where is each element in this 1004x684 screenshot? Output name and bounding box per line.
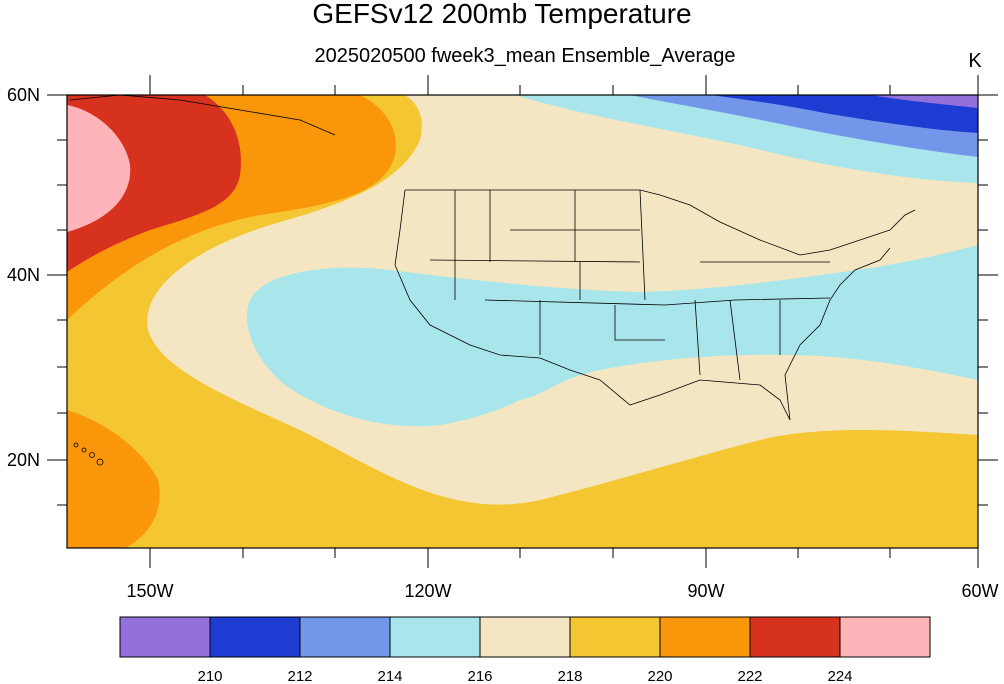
hawaii-islands: [73, 442, 104, 466]
lat-ticks: [47, 94, 998, 506]
colorbar-label: 210: [197, 668, 222, 684]
map-subtitle: 2025020500 fweek3_mean Ensemble_Average: [314, 45, 735, 67]
colorbar-swatch: [659, 616, 751, 658]
contour-226: [67, 105, 131, 232]
colorbar-swatch: [299, 616, 391, 658]
lon-label-150w: 150W: [126, 581, 173, 601]
colorbar-label: 214: [377, 668, 402, 684]
colorbar-label: 212: [287, 668, 312, 684]
lat-label-60n: 60N: [7, 85, 40, 105]
lat-label-40n: 40N: [7, 265, 40, 285]
contour-216-central: [246, 245, 978, 427]
lon-label-60w: 60W: [961, 581, 998, 601]
lat-labels: 60N 40N 20N: [7, 85, 40, 470]
colorbar-label: 216: [467, 668, 492, 684]
map-frame: [66, 94, 979, 549]
colorbar-swatch: [569, 616, 661, 658]
colorbar-swatch: [749, 616, 841, 658]
contour-212: [710, 95, 978, 133]
colorbar-swatch: [389, 616, 481, 658]
lat-label-20n: 20N: [7, 450, 40, 470]
lon-label-90w: 90W: [687, 581, 724, 601]
lon-label-120w: 120W: [404, 581, 451, 601]
temperature-field: [67, 95, 978, 548]
map-title: GEFSv12 200mb Temperature: [312, 0, 691, 29]
colorbar-label: 220: [647, 668, 672, 684]
colorbar-label: 224: [827, 668, 852, 684]
colorbar-swatch: [479, 616, 571, 658]
contour-210: [870, 95, 978, 108]
colorbar-label: 218: [557, 668, 582, 684]
lon-ticks: [149, 75, 979, 568]
contour-222-southwest: [67, 410, 160, 548]
colorbar-swatch: [119, 616, 211, 658]
lon-labels: 150W 120W 90W 60W: [126, 581, 998, 601]
colorbar-label: 222: [737, 668, 762, 684]
units-label: K: [968, 50, 982, 72]
state-boundaries: [69, 95, 916, 421]
colorbar-swatch: [839, 616, 931, 658]
colorbar: 210 212 214 216 218 220 222 224: [119, 616, 931, 684]
colorbar-swatch: [209, 616, 301, 658]
